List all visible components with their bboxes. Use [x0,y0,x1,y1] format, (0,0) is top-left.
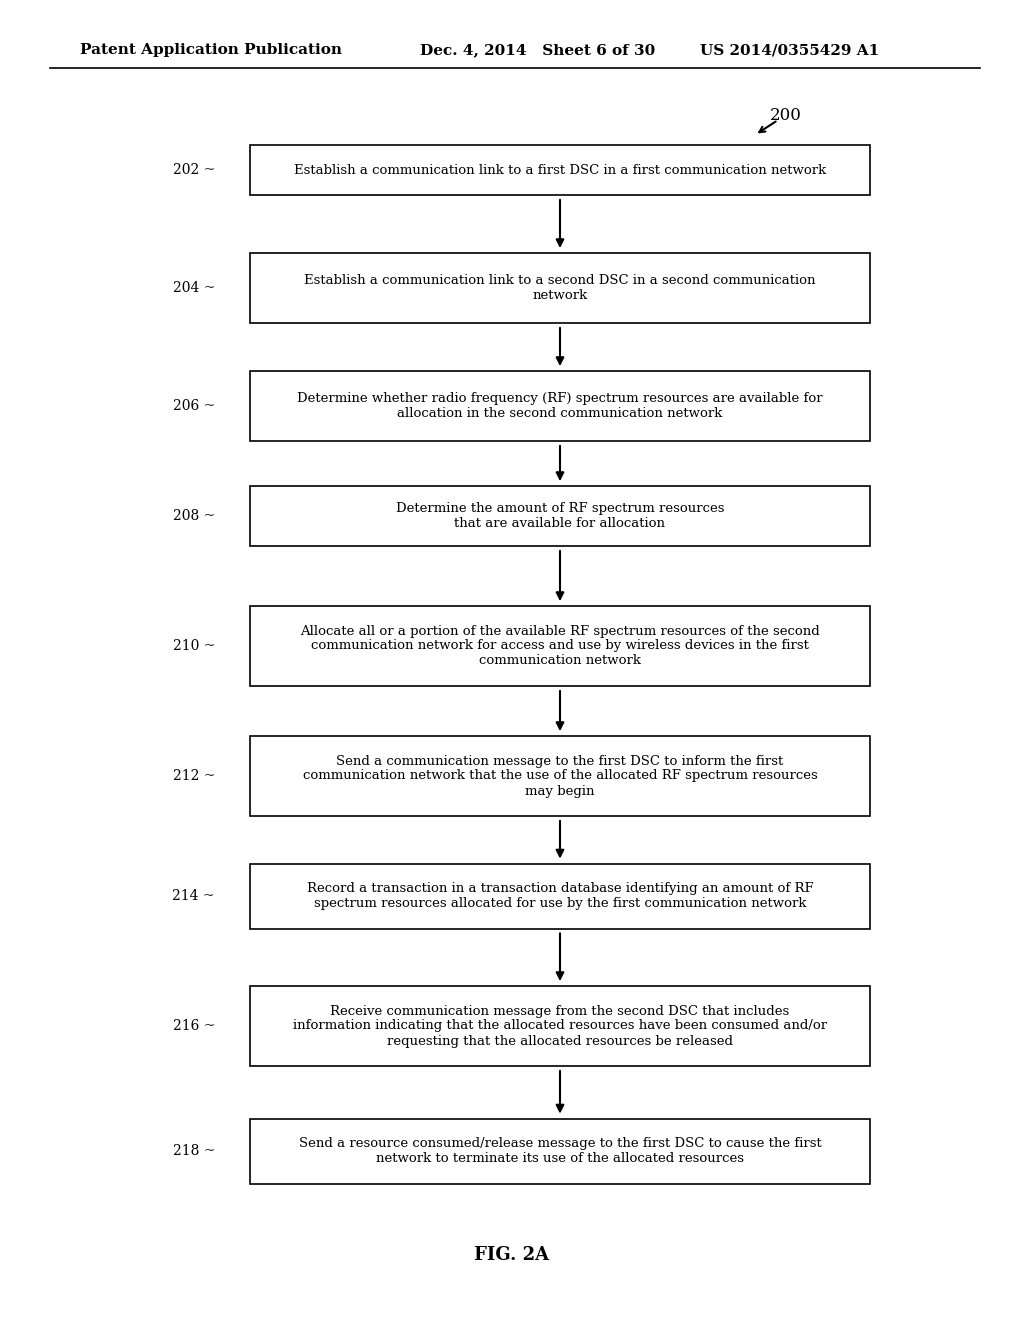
Text: 212 ~: 212 ~ [173,770,215,783]
Text: 216 ~: 216 ~ [173,1019,215,1034]
Text: FIG. 2A: FIG. 2A [474,1246,550,1265]
Text: Establish a communication link to a first DSC in a first communication network: Establish a communication link to a firs… [294,164,826,177]
Text: Determine the amount of RF spectrum resources
that are available for allocation: Determine the amount of RF spectrum reso… [395,502,724,531]
Text: 206 ~: 206 ~ [173,399,215,413]
Text: Receive communication message from the second DSC that includes
information indi: Receive communication message from the s… [293,1005,827,1048]
Text: Establish a communication link to a second DSC in a second communication
network: Establish a communication link to a seco… [304,275,816,302]
FancyBboxPatch shape [250,1118,870,1184]
FancyBboxPatch shape [250,986,870,1067]
Text: Record a transaction in a transaction database identifying an amount of RF
spect: Record a transaction in a transaction da… [306,882,813,909]
FancyBboxPatch shape [250,371,870,441]
FancyBboxPatch shape [250,606,870,686]
Text: 204 ~: 204 ~ [173,281,215,294]
FancyBboxPatch shape [250,145,870,195]
Text: Send a communication message to the first DSC to inform the first
communication : Send a communication message to the firs… [303,755,817,797]
Text: 214 ~: 214 ~ [172,888,215,903]
Text: Allocate all or a portion of the available RF spectrum resources of the second
c: Allocate all or a portion of the availab… [300,624,820,668]
Text: 218 ~: 218 ~ [173,1144,215,1158]
Text: Send a resource consumed/release message to the first DSC to cause the first
net: Send a resource consumed/release message… [299,1137,821,1166]
FancyBboxPatch shape [250,486,870,546]
Text: 200: 200 [770,107,802,124]
Text: 208 ~: 208 ~ [173,510,215,523]
Text: Determine whether radio frequency (RF) spectrum resources are available for
allo: Determine whether radio frequency (RF) s… [297,392,823,420]
Text: 202 ~: 202 ~ [173,162,215,177]
Text: Patent Application Publication: Patent Application Publication [80,44,342,57]
Text: 210 ~: 210 ~ [173,639,215,653]
Text: Dec. 4, 2014   Sheet 6 of 30: Dec. 4, 2014 Sheet 6 of 30 [420,44,655,57]
Text: US 2014/0355429 A1: US 2014/0355429 A1 [700,44,880,57]
FancyBboxPatch shape [250,253,870,323]
FancyBboxPatch shape [250,737,870,816]
FancyBboxPatch shape [250,863,870,928]
